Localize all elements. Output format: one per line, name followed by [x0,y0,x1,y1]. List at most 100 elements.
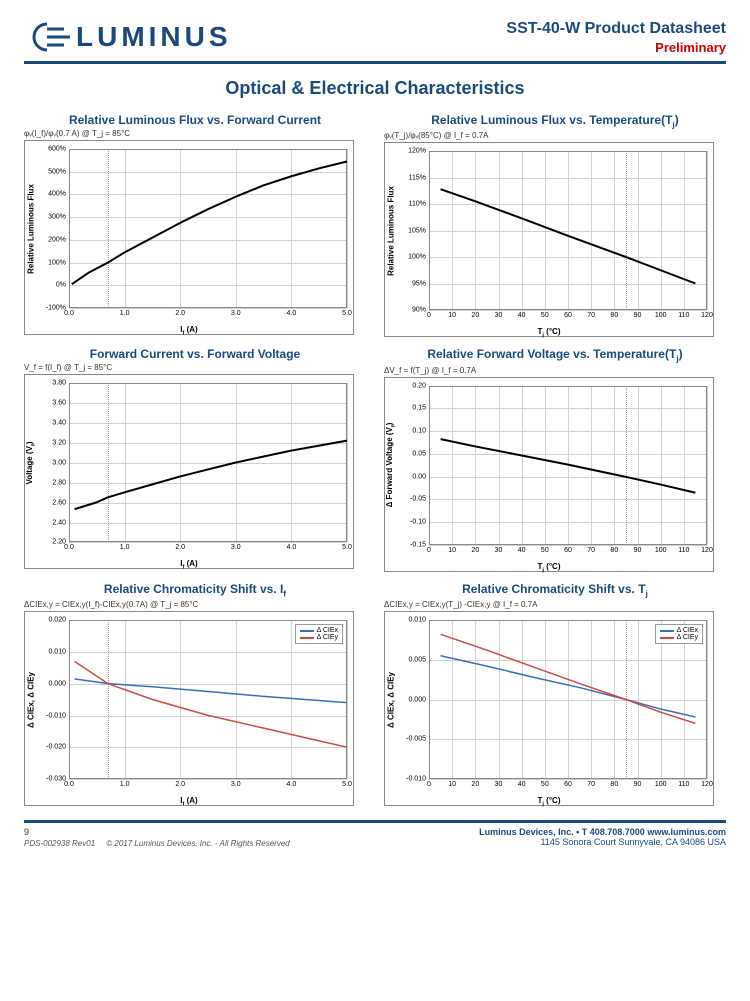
ytick-label: 3.00 [52,459,69,466]
chart-formula: V_f = f(I_f) @ T_j = 85°C [24,363,366,372]
xtick-label: 110 [678,310,689,319]
xtick-label: 20 [471,545,479,554]
plot-area: 90%95%100%105%110%115%120%01020304050607… [429,151,707,310]
ytick-label: -0.10 [410,519,429,526]
ytick-label: 0.10 [412,428,429,435]
xtick-label: 1.0 [120,779,130,788]
chart-title: Relative Forward Voltage vs. Temperature… [384,347,726,363]
xtick-label: 0 [427,779,431,788]
ytick-label: 105% [408,227,429,234]
ytick-label: 3.20 [52,440,69,447]
company-address: 1145 Sonora Court Sunnyvale, CA 94086 US… [479,837,726,847]
datasheet-page: LUMINUS SST-40-W Product Datasheet Preli… [0,0,750,858]
xtick-label: 10 [448,310,456,319]
xtick-label: 60 [564,779,572,788]
xtick-label: 2.0 [175,308,185,317]
logo-icon [24,20,70,54]
xtick-label: 60 [564,310,572,319]
ytick-label: 0.010 [408,617,429,624]
chart-flux-current: Relative Luminous Flux vs. Forward Curre… [24,113,366,337]
legend-label: Δ CIEy [317,634,338,641]
chart-iv: Forward Current vs. Forward Voltage V_f =… [24,347,366,571]
xtick-label: 100 [655,545,667,554]
x-axis-label: If (A) [180,796,197,808]
xtick-label: 50 [541,545,549,554]
ytick-label: 0.020 [48,617,69,624]
ytick-label: 3.80 [52,380,69,387]
xtick-label: 100 [655,779,667,788]
ytick-label: -0.05 [410,496,429,503]
chart-box: -0.15-0.10-0.050.000.050.100.150.2001020… [384,377,714,572]
ytick-label: 100% [408,254,429,261]
xtick-label: 3.0 [231,308,241,317]
plot-area: 2.202.402.602.803.003.203.403.603.800.01… [69,383,347,542]
x-axis-label: Tj (°C) [538,327,561,339]
plot-area: -0.15-0.10-0.050.000.050.100.150.2001020… [429,386,707,545]
ytick-label: 300% [48,214,69,221]
xtick-label: 10 [448,779,456,788]
chart-title: Forward Current vs. Forward Voltage [24,347,366,361]
ytick-label: 120% [408,148,429,155]
ytick-label: 600% [48,146,69,153]
xtick-label: 80 [610,310,618,319]
xtick-label: 5.0 [342,308,352,317]
series-line [75,662,347,748]
xtick-label: 5.0 [342,542,352,551]
xtick-label: 4.0 [287,779,297,788]
y-axis-label: Voltage (Vf) [25,441,37,484]
chart-legend: Δ CIExΔ CIEy [295,624,343,644]
series-line [441,439,696,493]
chart-legend: Δ CIExΔ CIEy [655,624,703,644]
series-line [441,190,696,284]
y-axis-label: Δ CIEx, Δ CIEy [27,672,36,728]
xtick-label: 30 [495,310,503,319]
chart-flux-temp: Relative Luminous Flux vs. Temperature(T… [384,113,726,337]
xtick-label: 3.0 [231,542,241,551]
chart-formula: φᵥ(T_j)/φᵥ(85°C) @ I_f = 0.7A [384,131,726,140]
ytick-label: 0.000 [408,696,429,703]
chart-box: 90%95%100%105%110%115%120%01020304050607… [384,142,714,337]
x-axis-label: Tj (°C) [538,562,561,574]
xtick-label: 110 [678,779,689,788]
chart-formula: ΔCIEx,y = CIEx,y(I_f)-CIEx,y(0.7A) @ T_j… [24,600,366,609]
ytick-label: 2.40 [52,519,69,526]
ytick-label: 0.005 [408,656,429,663]
header-right: SST-40-W Product Datasheet Preliminary [506,20,726,55]
ytick-label: 2.60 [52,499,69,506]
xtick-label: 5.0 [342,779,352,788]
ytick-label: 95% [412,280,429,287]
doc-id: PDS-002938 Rev01 [24,839,95,848]
ytick-label: 3.40 [52,420,69,427]
chart-formula: ΔCIEx,y = CIEx,y(T_j) -CIEx,y @ I_f = 0.… [384,600,726,609]
xtick-label: 110 [678,545,689,554]
chart-formula: φᵥ(I_f)/φᵥ(0.7 A) @ T_j = 85°C [24,129,366,138]
xtick-label: 0.0 [64,779,74,788]
logo: LUMINUS [24,20,232,54]
chart-chroma-tj: Relative Chromaticity Shift vs. Tj ΔCIEx,… [384,582,726,806]
xtick-label: 0.0 [64,308,74,317]
y-axis-label: Relative Luminous Flux [27,184,36,274]
footer-left: 9 PDS-002938 Rev01 © 2017 Luminus Device… [24,827,290,848]
xtick-label: 0 [427,545,431,554]
series-line [441,634,696,723]
xtick-label: 80 [610,779,618,788]
ytick-label: 0.010 [48,648,69,655]
y-axis-label: Δ CIEx, Δ CIEy [387,672,396,728]
product-title: SST-40-W Product Datasheet [506,20,726,38]
ytick-label: 115% [409,174,429,181]
series-line [72,161,347,284]
xtick-label: 0 [427,310,431,319]
ytick-label: 500% [48,168,69,175]
plot-area: -0.010-0.0050.0000.0050.0100102030405060… [429,620,707,779]
xtick-label: 120 [701,545,713,554]
copyright: © 2017 Luminus Devices, Inc. - All Right… [106,839,289,848]
xtick-label: 1.0 [120,542,130,551]
legend-label: Δ CIEx [677,627,698,634]
doc-id-line: PDS-002938 Rev01 © 2017 Luminus Devices,… [24,839,290,848]
series-line [75,679,347,703]
page-header: LUMINUS SST-40-W Product Datasheet Preli… [24,20,726,64]
chart-title: Relative Chromaticity Shift vs. Tj [384,582,726,598]
status-label: Preliminary [506,40,726,55]
logo-text: LUMINUS [76,21,232,53]
xtick-label: 120 [701,310,713,319]
